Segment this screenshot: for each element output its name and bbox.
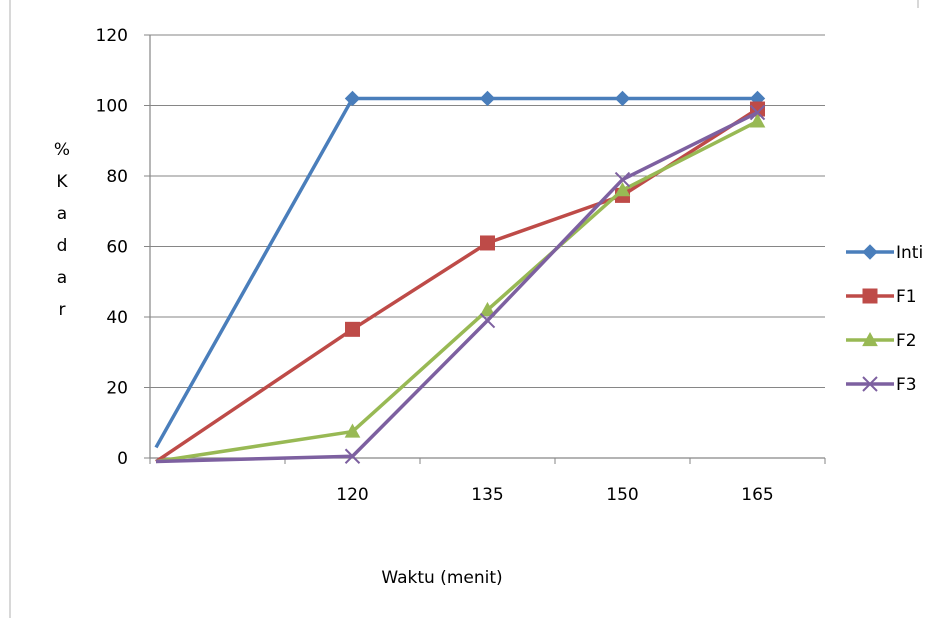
legend-item-f3: F3	[846, 375, 917, 395]
data-point-f3	[479, 312, 496, 329]
data-point-inti	[479, 90, 496, 107]
y-axis-title-char: %	[54, 140, 70, 160]
legend-marker-inti	[862, 244, 878, 260]
x-tick-labels: 120 135 150 165	[336, 485, 773, 505]
y-tick-label: 40	[106, 308, 128, 328]
data-point-f3	[344, 448, 361, 464]
y-axis-title-char: r	[59, 300, 66, 320]
data-point-f2	[749, 113, 766, 128]
x-tick-label: 165	[741, 485, 773, 505]
series-f3	[155, 104, 766, 464]
legend-item-inti: Inti	[846, 243, 923, 263]
data-point-f2	[479, 301, 496, 317]
legend: Inti F1 F2 F3	[846, 243, 923, 395]
y-tick-labels: 0 20 40 60 80 100 120	[96, 26, 128, 469]
series-line-f2	[155, 119, 759, 464]
y-tick-label: 80	[106, 167, 128, 187]
y-axis-title-char: a	[57, 268, 67, 288]
y-axis-title-char: K	[56, 172, 68, 192]
data-point-f2	[344, 423, 361, 438]
y-tick-label: 20	[106, 379, 128, 399]
x-tick-label: 150	[606, 485, 638, 505]
legend-label-f2: F2	[896, 331, 917, 351]
x-axis-title: Waktu (menit)	[381, 568, 502, 588]
y-tick-label: 120	[96, 26, 128, 46]
x-tick-label: 120	[336, 485, 368, 505]
data-point-inti	[344, 90, 361, 107]
y-axis-title-char: a	[57, 204, 67, 224]
y-tick-label: 100	[96, 97, 128, 117]
series-inti	[154, 90, 766, 449]
data-point-f1	[480, 235, 495, 251]
data-point-f3	[614, 171, 631, 188]
y-axis-title-char: d	[57, 236, 68, 256]
data-point-inti	[614, 90, 631, 107]
legend-marker-f3	[862, 376, 878, 392]
series-f2	[155, 113, 766, 464]
legend-item-f1: F1	[846, 287, 917, 307]
y-tick-label: 60	[106, 238, 128, 258]
series-line-inti	[154, 96, 758, 449]
legend-marker-f1	[862, 288, 878, 304]
data-point-f2	[614, 182, 631, 197]
legend-label-inti: Inti	[896, 243, 923, 263]
data-point-f3	[749, 104, 766, 121]
gridlines	[150, 34, 825, 388]
legend-label-f3: F3	[896, 375, 917, 395]
y-tick-label: 0	[117, 449, 128, 469]
legend-marker-f2	[862, 331, 878, 347]
legend-label-f1: F1	[896, 287, 917, 307]
legend-item-f2: F2	[846, 331, 917, 351]
chart-frame	[9, 0, 919, 618]
data-point-f1	[345, 321, 360, 337]
x-tick-label: 135	[471, 485, 503, 505]
series-group	[154, 90, 766, 464]
